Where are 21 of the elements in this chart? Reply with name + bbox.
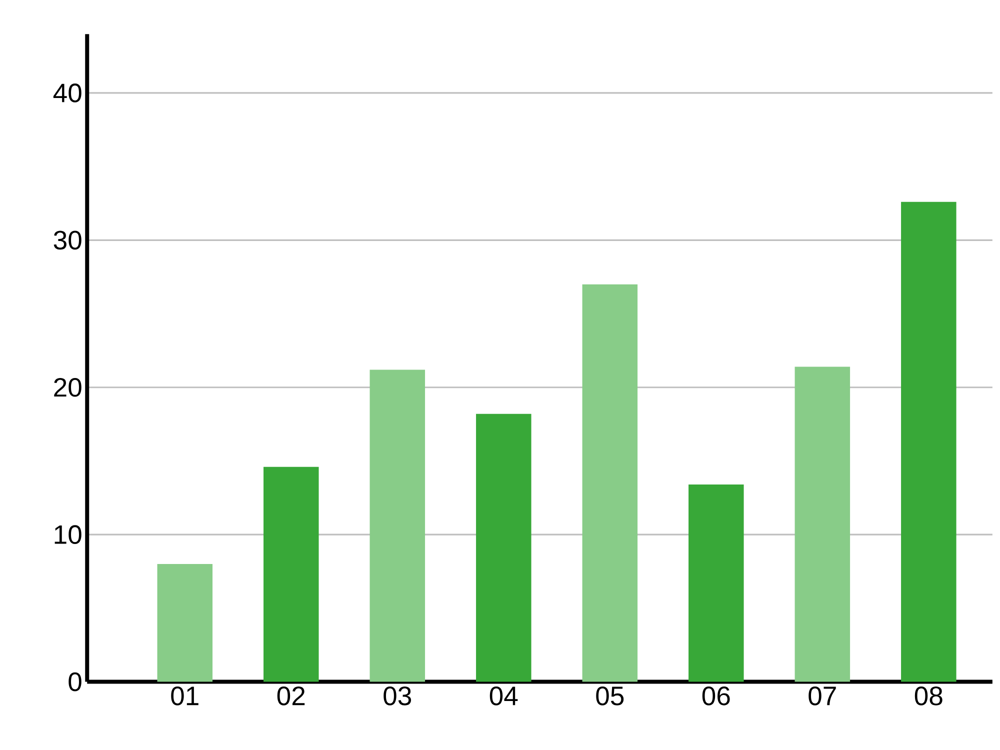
y-tick-label: 10 [54, 525, 82, 544]
y-tick-label: 20 [54, 378, 82, 397]
bar [370, 370, 426, 682]
x-tick-label: 07 [808, 686, 836, 706]
bar [794, 366, 850, 682]
bar [582, 284, 638, 682]
bar [688, 484, 744, 682]
y-tick-label: 0 [68, 672, 82, 692]
x-tick-label: 08 [914, 686, 942, 706]
x-tick-label: 03 [384, 686, 412, 706]
y-tick-label: 30 [54, 230, 82, 250]
y-tick-label: 40 [53, 84, 82, 102]
x-tick-label: 06 [702, 686, 730, 706]
x-tick-label: 02 [277, 686, 305, 706]
bar [264, 466, 319, 682]
bar [476, 414, 532, 682]
x-tick-label: 04 [490, 686, 518, 706]
bar [157, 564, 213, 682]
x-tick-label: 01 [171, 686, 198, 706]
x-tick-label: 05 [596, 686, 624, 706]
bar [901, 202, 956, 682]
